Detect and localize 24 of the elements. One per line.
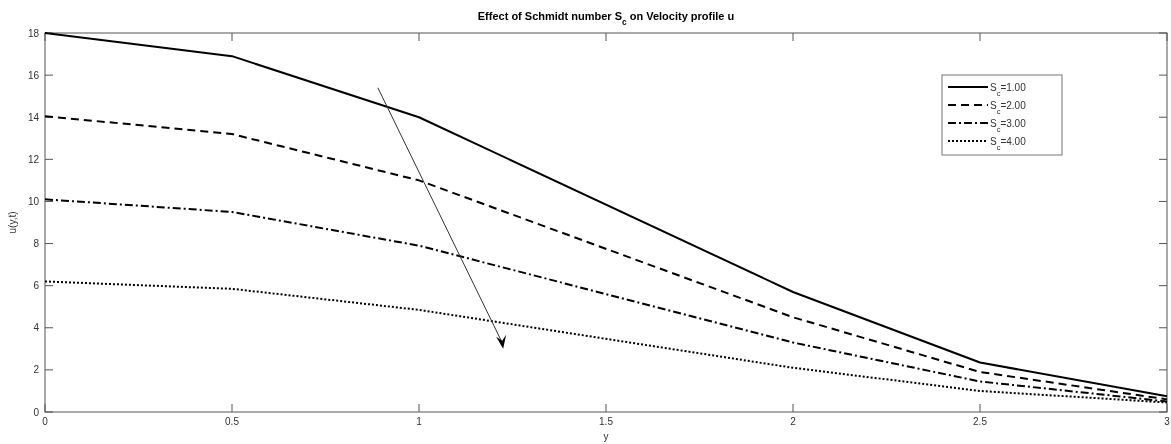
y-tick-label: 16 [27, 69, 40, 81]
y-tick-label: 6 [33, 280, 40, 292]
y-tick-label: 12 [27, 153, 40, 165]
y-tick-label: 14 [27, 111, 40, 123]
legend-label: S$_{c}$=3.00 [990, 118, 1027, 134]
x-tick-label: 1.5 [599, 416, 614, 427]
x-tick-label: 1 [416, 416, 423, 427]
y-tick-label: 4 [33, 322, 40, 334]
x-tick-label: 0 [42, 416, 49, 427]
y-tick-label: 10 [27, 195, 40, 207]
legend-label: S$_{c}$=2.00 [990, 100, 1027, 116]
y-tick-label: 8 [33, 238, 40, 250]
y-axis-title: u(y,t) [7, 211, 18, 234]
x-axis-title: y [603, 431, 609, 442]
y-tick-label: 18 [27, 27, 40, 39]
x-tick-label: 0.5 [225, 416, 240, 427]
chart-title: Effect of Schmidt number S$_{c}$ on Velocity profile u [477, 10, 735, 27]
y-tick-label: 0 [33, 406, 40, 418]
legend-label: S$_{c}$=1.00 [990, 82, 1027, 98]
legend-label: S$_{c}$=4.00 [990, 136, 1027, 152]
x-tick-label: 2.5 [973, 416, 988, 427]
x-tick-label: 3 [1164, 416, 1171, 427]
x-tick-label: 2 [790, 416, 797, 427]
y-tick-label: 2 [33, 364, 40, 376]
